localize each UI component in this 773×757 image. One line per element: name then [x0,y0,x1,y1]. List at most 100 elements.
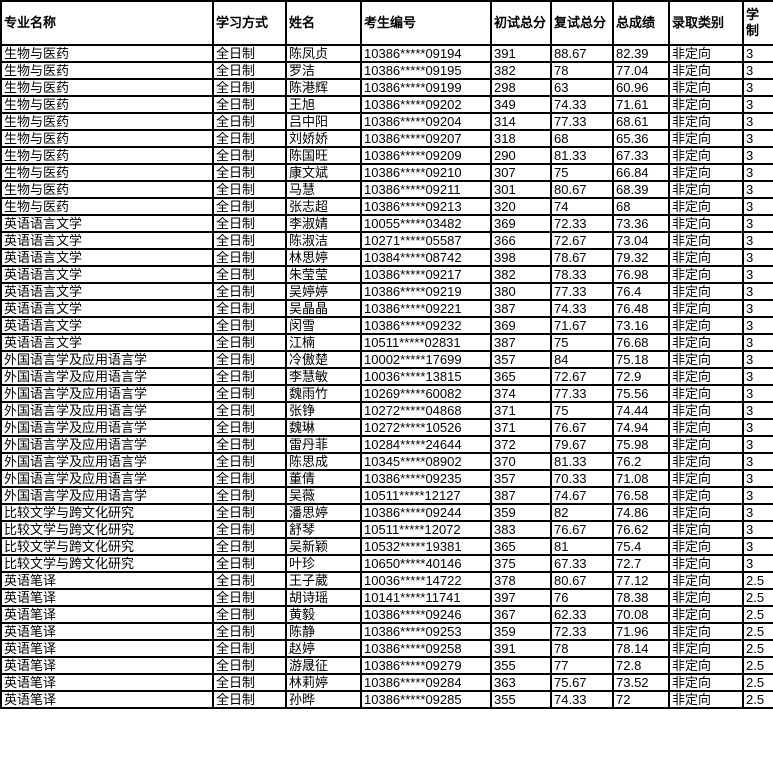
cell-name: 冷傲楚 [285,350,362,369]
cell-admission-type: 非定向 [668,146,744,165]
table-row: 生物与医药 全日制 陈国旺 10386*****09209 290 81.33 67.33 非… [0,146,773,165]
cell-initial-score: 372 [490,435,552,454]
cell-initial-score: 382 [490,265,552,284]
cell-duration: 2.5 [742,571,773,590]
table-row: 外国语言学及应用语言学 全日制 董倩 10386*****09235 357 70.33 7… [0,469,773,488]
cell-total-score: 73.36 [612,214,670,233]
cell-major: 英语语言文学 [0,333,214,352]
cell-major: 英语语言文学 [0,265,214,284]
cell-admission-type: 非定向 [668,639,744,658]
cell-initial-score: 383 [490,520,552,539]
cell-initial-score: 355 [490,656,552,675]
cell-study-mode: 全日制 [212,95,287,114]
cell-total-score: 71.08 [612,469,670,488]
cell-retest-score: 62.33 [550,605,614,624]
cell-retest-score: 78 [550,61,614,80]
cell-duration: 3 [742,44,773,63]
cell-major: 英语笔译 [0,690,214,709]
cell-initial-score: 320 [490,197,552,216]
cell-initial-score: 314 [490,112,552,131]
cell-total-score: 77.04 [612,61,670,80]
cell-major: 生物与医药 [0,95,214,114]
cell-retest-score: 77.33 [550,282,614,301]
cell-major: 英语笔译 [0,656,214,675]
cell-candidate-id: 10511*****02831 [360,333,492,352]
cell-admission-type: 非定向 [668,690,744,709]
cell-admission-type: 非定向 [668,384,744,403]
cell-admission-type: 非定向 [668,401,744,420]
cell-name: 康文斌 [285,163,362,182]
cell-study-mode: 全日制 [212,44,287,63]
table-row: 英语笔译 全日制 胡诗瑶 10141*****11741 397 76 78.38 非定向 2.… [0,588,773,607]
cell-total-score: 75.18 [612,350,670,369]
cell-initial-score: 397 [490,588,552,607]
cell-retest-score: 68 [550,129,614,148]
cell-duration: 2.5 [742,622,773,641]
cell-initial-score: 290 [490,146,552,165]
cell-duration: 3 [742,435,773,454]
cell-total-score: 76.48 [612,299,670,318]
cell-name: 林思婷 [285,248,362,267]
cell-study-mode: 全日制 [212,605,287,624]
cell-initial-score: 370 [490,452,552,471]
cell-duration: 3 [742,231,773,250]
cell-initial-score: 366 [490,231,552,250]
cell-admission-type: 非定向 [668,95,744,114]
cell-initial-score: 367 [490,605,552,624]
cell-duration: 3 [742,248,773,267]
cell-study-mode: 全日制 [212,537,287,556]
cell-study-mode: 全日制 [212,401,287,420]
cell-candidate-id: 10055*****03482 [360,214,492,233]
cell-major: 外国语言学及应用语言学 [0,435,214,454]
cell-candidate-id: 10386*****09235 [360,469,492,488]
cell-duration: 3 [742,146,773,165]
cell-candidate-id: 10386*****09207 [360,129,492,148]
cell-candidate-id: 10269*****60082 [360,384,492,403]
header-candidate-id: 考生编号 [360,0,492,46]
cell-study-mode: 全日制 [212,384,287,403]
cell-duration: 3 [742,282,773,301]
cell-study-mode: 全日制 [212,316,287,335]
table-row: 生物与医药 全日制 张志超 10386*****09213 320 74 68 非定向 3 [0,197,773,216]
table-row: 英语语言文学 全日制 江楠 10511*****02831 387 75 76.68 非定向 3 [0,333,773,352]
table-row: 比较文学与跨文化研究 全日制 吴新颖 10532*****19381 365 81 75.4… [0,537,773,556]
cell-study-mode: 全日制 [212,129,287,148]
cell-candidate-id: 10386*****09285 [360,690,492,709]
cell-study-mode: 全日制 [212,486,287,505]
cell-name: 孙晔 [285,690,362,709]
cell-major: 英语语言文学 [0,231,214,250]
cell-study-mode: 全日制 [212,299,287,318]
cell-initial-score: 387 [490,333,552,352]
cell-retest-score: 75 [550,163,614,182]
cell-study-mode: 全日制 [212,656,287,675]
cell-retest-score: 77.33 [550,112,614,131]
header-row: 专业名称 学习方式 姓名 考生编号 初试总分 复试总分 总成绩 录取类别 学制 [0,0,773,46]
cell-major: 外国语言学及应用语言学 [0,367,214,386]
cell-admission-type: 非定向 [668,418,744,437]
cell-retest-score: 74.33 [550,690,614,709]
cell-duration: 3 [742,503,773,522]
cell-retest-score: 79.67 [550,435,614,454]
cell-duration: 3 [742,78,773,97]
cell-candidate-id: 10272*****10526 [360,418,492,437]
cell-study-mode: 全日制 [212,248,287,267]
cell-initial-score: 391 [490,44,552,63]
cell-admission-type: 非定向 [668,44,744,63]
cell-major: 比较文学与跨文化研究 [0,554,214,573]
cell-initial-score: 365 [490,367,552,386]
cell-retest-score: 82 [550,503,614,522]
cell-study-mode: 全日制 [212,350,287,369]
table-row: 英语笔译 全日制 陈静 10386*****09253 359 72.33 71.96 非定向… [0,622,773,641]
table-row: 英语笔译 全日制 王子葳 10036*****14722 378 80.67 77.12 非定… [0,571,773,590]
cell-name: 游晟征 [285,656,362,675]
cell-candidate-id: 10386*****09246 [360,605,492,624]
cell-admission-type: 非定向 [668,333,744,352]
table-row: 外国语言学及应用语言学 全日制 冷傲楚 10002*****17699 357 84 75.… [0,350,773,369]
cell-retest-score: 75.67 [550,673,614,692]
table-row: 外国语言学及应用语言学 全日制 张铮 10272*****04868 371 75 74.4… [0,401,773,420]
cell-duration: 3 [742,367,773,386]
cell-name: 刘娇娇 [285,129,362,148]
cell-duration: 3 [742,214,773,233]
header-duration: 学制 [742,0,773,46]
cell-candidate-id: 10386*****09204 [360,112,492,131]
